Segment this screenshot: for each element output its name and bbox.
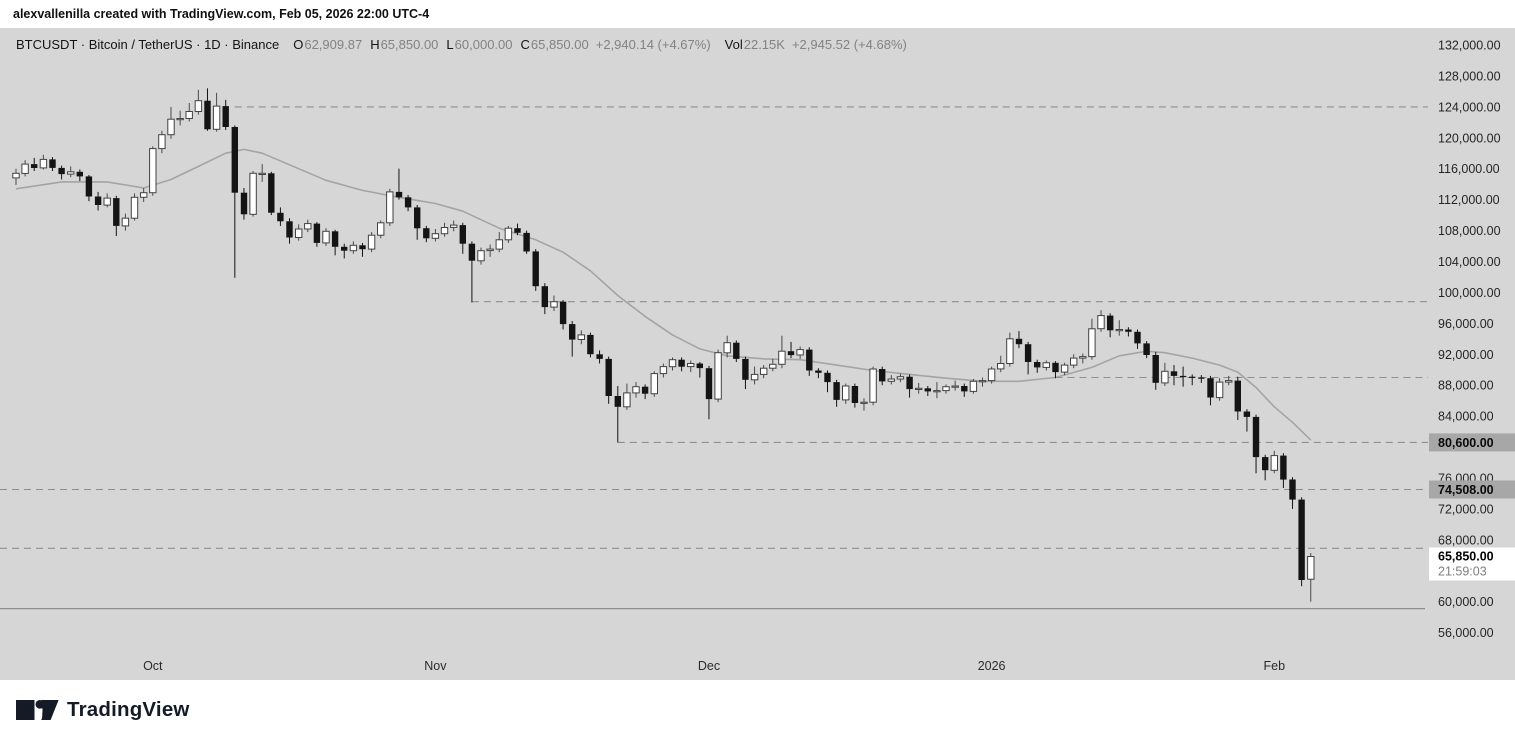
- svg-text:112,000.00: 112,000.00: [1438, 193, 1500, 207]
- chart-pane[interactable]: BTCUSDT · Bitcoin / TetherUS · 1D · Bina…: [0, 28, 1515, 680]
- ma-line: [15, 148, 1312, 441]
- svg-text:92,000.00: 92,000.00: [1438, 348, 1494, 362]
- svg-text:120,000.00: 120,000.00: [1438, 131, 1501, 145]
- price-level-badges: 80,600.00 74,508.00: [1429, 433, 1515, 499]
- time-label-Nov: Nov: [424, 659, 447, 673]
- time-label-Feb: Feb: [1264, 659, 1286, 673]
- time-label-2026: 2026: [978, 659, 1006, 673]
- price-level-lines: [0, 106, 1428, 610]
- svg-text:100,000.00: 100,000.00: [1438, 286, 1501, 300]
- close-label: C: [520, 37, 530, 52]
- tradingview-logo-text: TradingView: [67, 698, 190, 721]
- volume-label: Vol: [724, 37, 743, 52]
- svg-text:74,508.00: 74,508.00: [1438, 483, 1494, 497]
- open-label: O: [293, 37, 304, 52]
- time-axis[interactable]: Oct Nov Dec 2026 Feb: [143, 659, 1285, 673]
- last-price-value: 65,850.00: [1438, 550, 1494, 564]
- high-label: H: [370, 37, 380, 52]
- attribution-bar: alexvallenilla created with TradingView.…: [0, 0, 1515, 28]
- low-label: L: [446, 37, 454, 52]
- open-value: 62,909.87: [304, 37, 363, 52]
- svg-text:72,000.00: 72,000.00: [1438, 502, 1494, 516]
- svg-text:60,000.00: 60,000.00: [1438, 595, 1494, 609]
- svg-text:68,000.00: 68,000.00: [1438, 533, 1494, 547]
- chart-legend[interactable]: BTCUSDT · Bitcoin / TetherUS · 1D · Bina…: [16, 37, 907, 52]
- low-value: 60,000.00: [454, 37, 513, 52]
- time-label-Dec: Dec: [698, 659, 720, 673]
- svg-text:84,000.00: 84,000.00: [1438, 410, 1494, 424]
- close-value: 65,850.00: [530, 37, 589, 52]
- svg-text:80,600.00: 80,600.00: [1438, 436, 1494, 450]
- symbol-title[interactable]: BTCUSDT · Bitcoin / TetherUS · 1D · Bina…: [16, 37, 280, 52]
- time-label-Oct: Oct: [143, 659, 163, 673]
- tradingview-logo-icon: [16, 700, 59, 720]
- change-value: +2,940.14 (+4.67%): [595, 37, 711, 52]
- svg-text:56,000.00: 56,000.00: [1438, 626, 1494, 640]
- svg-text:132,000.00: 132,000.00: [1438, 39, 1501, 53]
- svg-text:108,000.00: 108,000.00: [1438, 224, 1501, 238]
- svg-text:88,000.00: 88,000.00: [1438, 379, 1494, 393]
- volume-change: +2,945.52 (+4.68%): [791, 37, 907, 52]
- attribution-text: alexvallenilla created with TradingView.…: [13, 7, 430, 21]
- svg-text:116,000.00: 116,000.00: [1438, 162, 1500, 176]
- bar-countdown: 21:59:03: [1438, 565, 1487, 579]
- candles: [12, 88, 1315, 602]
- svg-text:124,000.00: 124,000.00: [1438, 100, 1501, 114]
- tradingview-logo[interactable]: TradingView: [15, 697, 190, 723]
- high-value: 65,850.00: [380, 37, 439, 52]
- svg-text:104,000.00: 104,000.00: [1438, 255, 1501, 269]
- footer-bar: TradingView: [0, 680, 1515, 741]
- volume-value: 22.15K: [743, 37, 785, 52]
- svg-text:96,000.00: 96,000.00: [1438, 317, 1494, 331]
- price-chart-svg[interactable]: 132,000.00 128,000.00 124,000.00 120,000.00…: [0, 28, 1515, 680]
- svg-text:128,000.00: 128,000.00: [1438, 69, 1501, 83]
